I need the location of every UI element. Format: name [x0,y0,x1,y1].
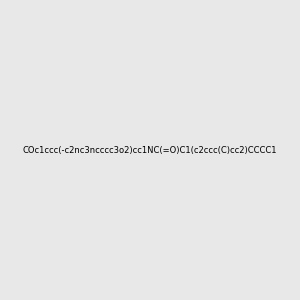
Text: COc1ccc(-c2nc3ncccc3o2)cc1NC(=O)C1(c2ccc(C)cc2)CCCC1: COc1ccc(-c2nc3ncccc3o2)cc1NC(=O)C1(c2ccc… [23,146,277,154]
